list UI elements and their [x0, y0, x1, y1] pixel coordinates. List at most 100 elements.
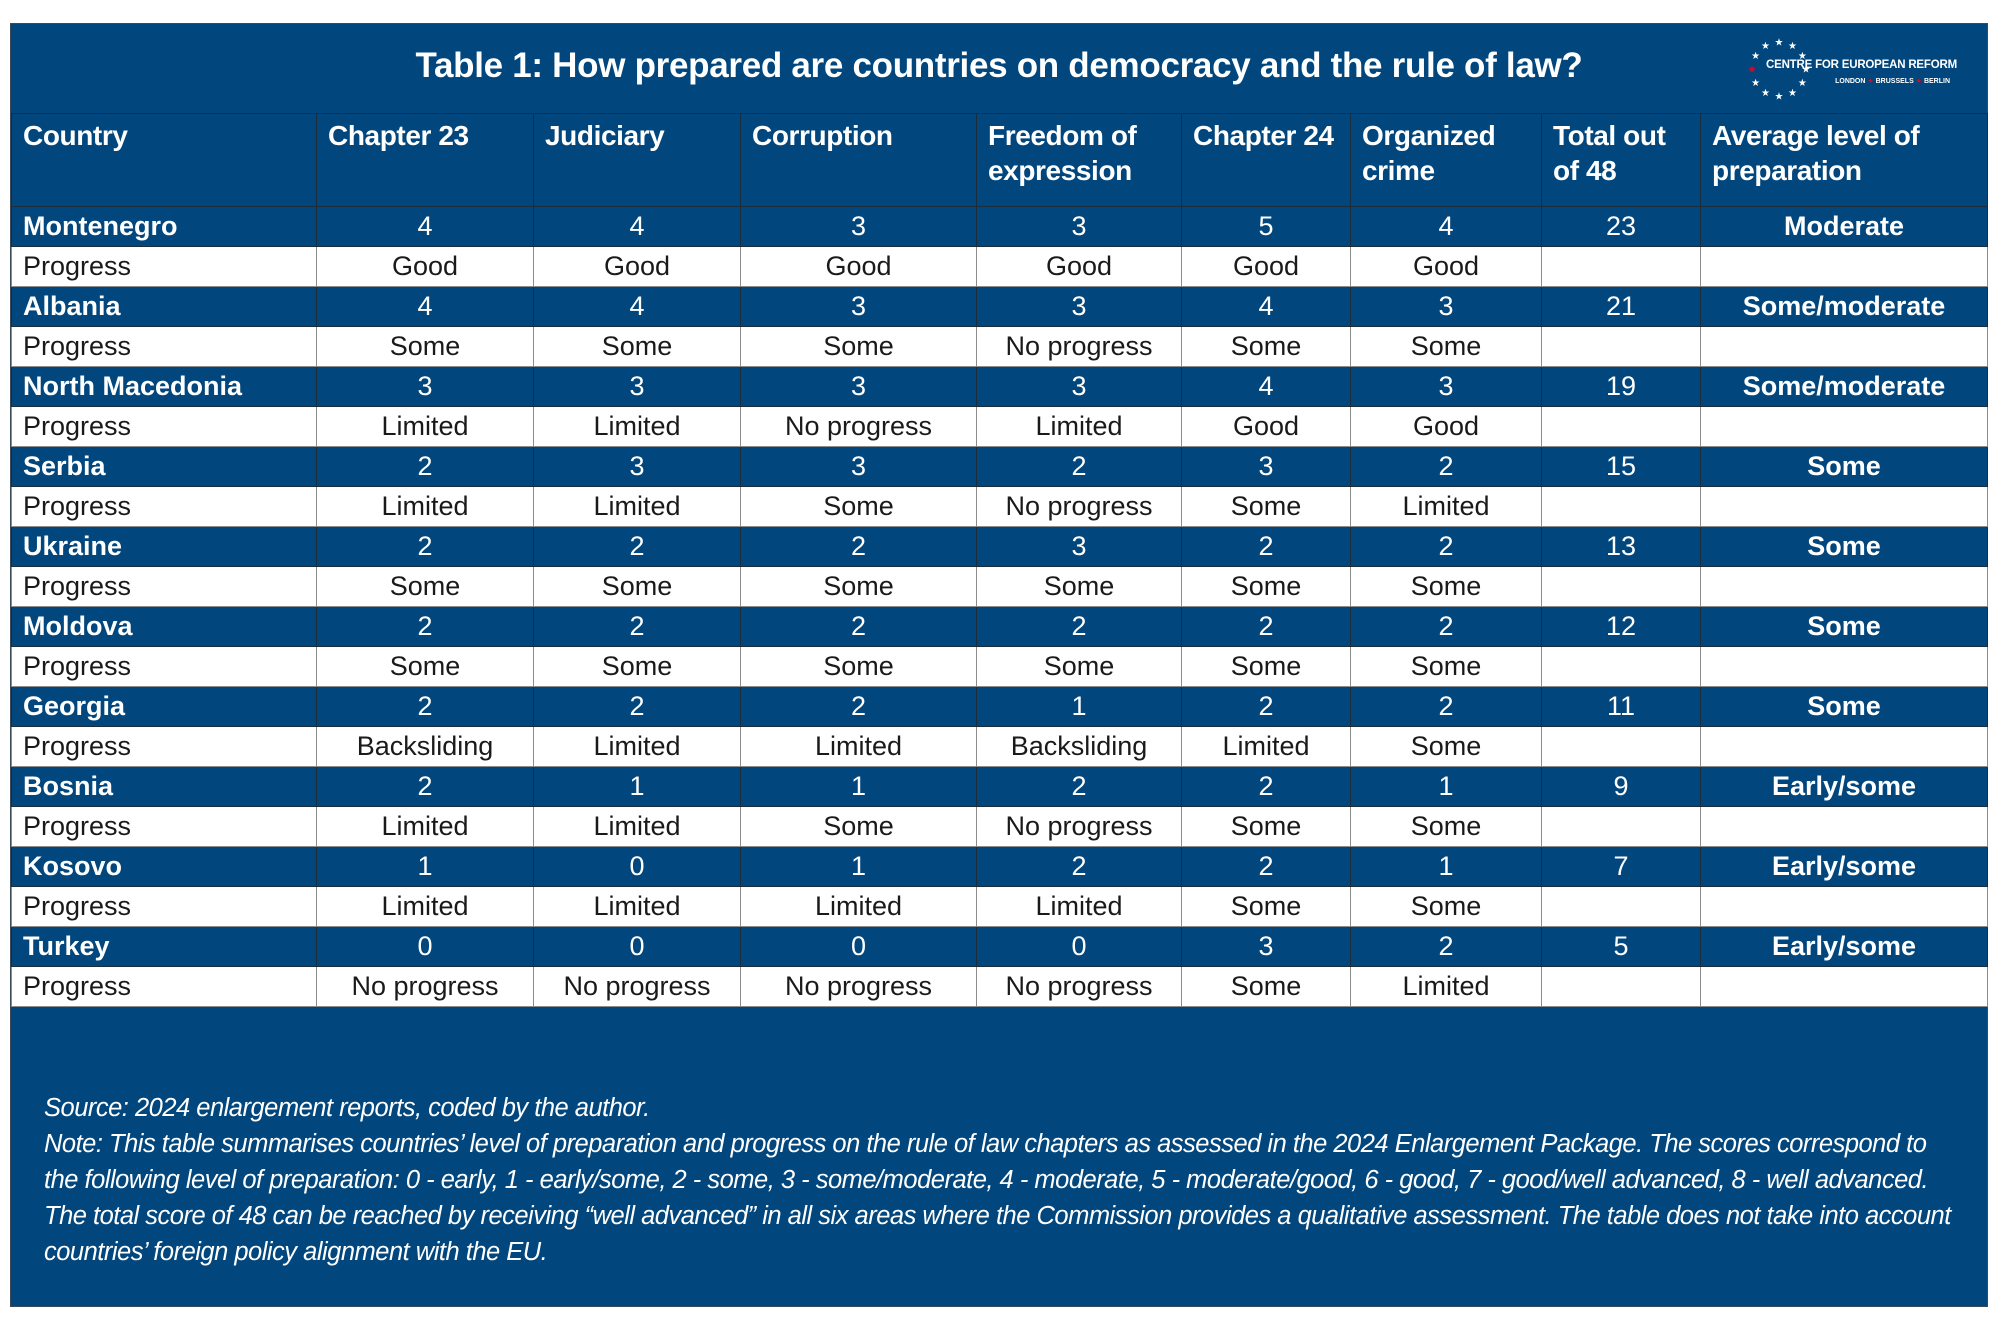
methodology-note: Note: This table summarises countries’ l… [44, 1130, 1951, 1266]
score-cell: 2 [1181, 846, 1351, 887]
score-cell: 2 [1350, 526, 1542, 567]
empty-cell [1700, 806, 1988, 847]
score-cell: 2 [1181, 766, 1351, 807]
score-cell: 2 [1181, 686, 1351, 727]
progress-cell: Some [1181, 806, 1351, 847]
average-level-cell: Some/moderate [1700, 286, 1988, 327]
total-score-cell: 21 [1541, 286, 1701, 327]
score-cell: 3 [1181, 446, 1351, 487]
progress-cell: No progress [316, 966, 534, 1007]
score-cell: 3 [1181, 926, 1351, 967]
star-separator-icon: ★ [1915, 78, 1922, 85]
empty-cell [1700, 486, 1988, 527]
progress-label: Progress [11, 886, 317, 927]
score-cell: 3 [976, 206, 1182, 247]
progress-cell: Good [1181, 406, 1351, 447]
progress-cell: No progress [740, 406, 977, 447]
table-row-scores: Serbia 2 3 3 2 3 2 15 Some [11, 446, 1988, 487]
table-row-scores: North Macedonia 3 3 3 3 4 3 19 Some/moderate [11, 366, 1988, 407]
score-cell: 2 [976, 766, 1182, 807]
logo-star-icon: ★ [1788, 88, 1797, 99]
score-cell: 2 [976, 606, 1182, 647]
score-cell: 4 [316, 206, 534, 247]
preparation-table: Country Chapter 23 Judiciary Corruption … [11, 113, 1988, 1007]
score-cell: 3 [740, 286, 977, 327]
score-cell: 4 [1181, 366, 1351, 407]
progress-cell: No progress [976, 806, 1182, 847]
empty-cell [1700, 886, 1988, 927]
star-separator-icon: ★ [1867, 78, 1874, 85]
table-row-scores: Georgia 2 2 2 1 2 2 11 Some [11, 686, 1988, 727]
progress-cell: Good [1181, 246, 1351, 287]
score-cell: 2 [976, 846, 1182, 887]
score-cell: 0 [976, 926, 1182, 967]
progress-cell: Limited [533, 806, 741, 847]
table-body: Montenegro 4 4 3 3 5 4 23 Moderate Progress Good Go… [11, 206, 1988, 1007]
total-score-cell: 13 [1541, 526, 1701, 567]
score-cell: 5 [1181, 206, 1351, 247]
total-score-cell: 7 [1541, 846, 1701, 887]
progress-cell: Limited [1181, 726, 1351, 767]
score-cell: 4 [533, 206, 741, 247]
progress-cell: Limited [740, 726, 977, 767]
empty-cell [1700, 726, 1988, 767]
average-level-cell: Moderate [1700, 206, 1988, 247]
total-score-cell: 12 [1541, 606, 1701, 647]
table-row-progress: Progress Some Some Some Some Some Some [11, 646, 1988, 687]
progress-cell: Some [1181, 566, 1351, 607]
score-cell: 3 [740, 366, 977, 407]
country-name: Moldova [11, 606, 317, 647]
progress-cell: Some [740, 646, 977, 687]
progress-cell: Limited [533, 726, 741, 767]
progress-cell: Limited [1350, 486, 1542, 527]
empty-cell [1541, 806, 1701, 847]
score-cell: 3 [976, 366, 1182, 407]
logo-city: BERLIN [1923, 78, 1950, 85]
table-row-progress: Progress Limited Limited Some No progress Som… [11, 806, 1988, 847]
empty-cell [1541, 406, 1701, 447]
progress-label: Progress [11, 486, 317, 527]
progress-cell: Limited [316, 806, 534, 847]
progress-cell: Limited [533, 486, 741, 527]
table-row-progress: Progress Good Good Good Good Good Good [11, 246, 1988, 287]
country-name: Ukraine [11, 526, 317, 567]
progress-cell: Some [1350, 326, 1542, 367]
progress-cell: Limited [740, 886, 977, 927]
score-cell: 3 [533, 446, 741, 487]
table-title: Table 1: How prepared are countries on d… [415, 46, 1583, 85]
logo-city: LONDON [1835, 78, 1866, 85]
empty-cell [1700, 406, 1988, 447]
progress-cell: Good [1350, 406, 1542, 447]
score-cell: 2 [316, 446, 534, 487]
empty-cell [1700, 566, 1988, 607]
empty-cell [1541, 966, 1701, 1007]
progress-cell: Limited [976, 406, 1182, 447]
logo-star-icon: ★ [1748, 65, 1757, 76]
country-name: Albania [11, 286, 317, 327]
score-cell: 2 [533, 686, 741, 727]
progress-cell: Backsliding [316, 726, 534, 767]
score-cell: 2 [316, 766, 534, 807]
column-header-row: Country Chapter 23 Judiciary Corruption … [11, 113, 1988, 207]
progress-cell: Some [1350, 646, 1542, 687]
progress-cell: Good [1350, 246, 1542, 287]
column-header-chapter-23: Chapter 23 [316, 113, 534, 207]
score-cell: 3 [976, 286, 1182, 327]
score-cell: 1 [316, 846, 534, 887]
progress-cell: Some [1181, 886, 1351, 927]
column-header-total: Total out of 48 [1541, 113, 1701, 207]
total-score-cell: 5 [1541, 926, 1701, 967]
empty-cell [1541, 246, 1701, 287]
score-cell: 3 [976, 526, 1182, 567]
progress-cell: No progress [976, 966, 1182, 1007]
score-cell: 1 [533, 766, 741, 807]
score-cell: 2 [740, 526, 977, 567]
score-cell: 0 [316, 926, 534, 967]
score-cell: 4 [1350, 206, 1542, 247]
score-cell: 3 [1350, 286, 1542, 327]
progress-label: Progress [11, 566, 317, 607]
score-cell: 3 [740, 446, 977, 487]
logo-name: CENTRE FOR EUROPEAN REFORM [1766, 59, 1957, 71]
country-name: Georgia [11, 686, 317, 727]
table-footer: Source: 2024 enlargement reports, coded … [44, 1090, 1964, 1270]
